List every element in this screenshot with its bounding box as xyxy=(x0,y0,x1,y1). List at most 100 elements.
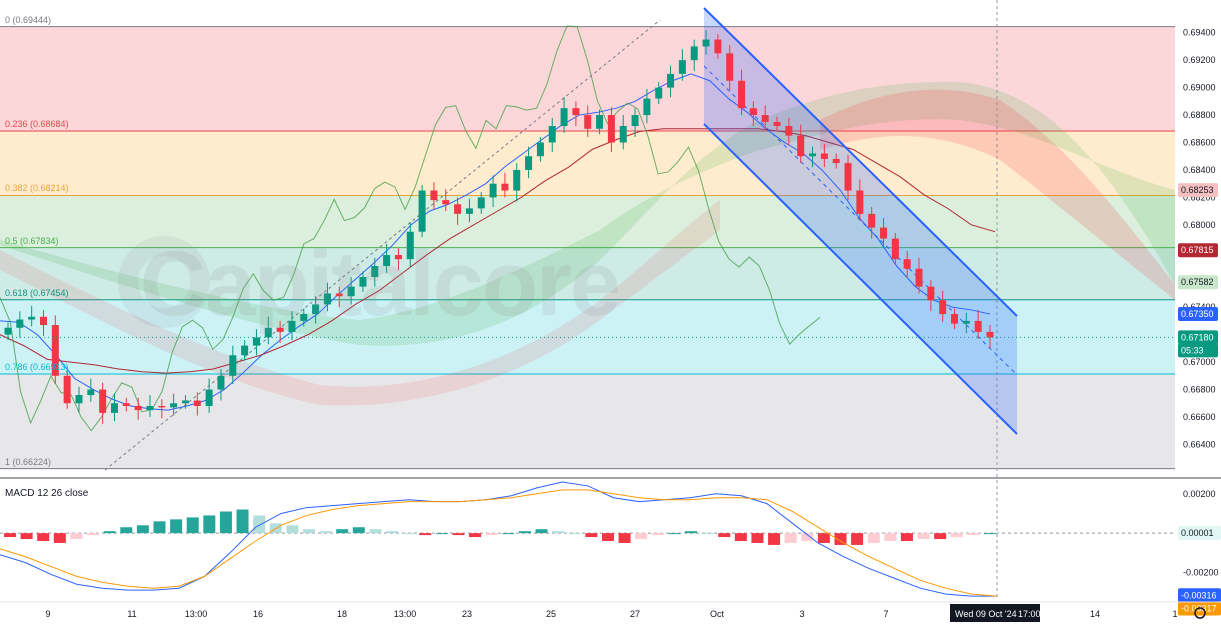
candle-body xyxy=(951,314,959,324)
candle-body xyxy=(868,213,876,228)
price-label: 0.67350 xyxy=(1181,309,1214,319)
fib-band-1 xyxy=(0,130,1175,196)
macd-histogram-bar xyxy=(585,533,598,538)
candle-body xyxy=(264,327,272,338)
macd-value-label: 0.00001 xyxy=(1181,528,1214,538)
macd-histogram-bar xyxy=(352,527,365,534)
macd-histogram-bar xyxy=(851,533,864,545)
macd-line xyxy=(0,481,997,597)
macd-histogram-bar xyxy=(900,533,913,541)
macd-histogram-bar xyxy=(568,533,581,535)
candle-body xyxy=(939,300,947,315)
macd-value-label-bg xyxy=(1178,588,1221,603)
macd-histogram-bar xyxy=(685,531,698,534)
macd-histogram-bar xyxy=(452,533,465,536)
candle-body xyxy=(856,190,864,214)
kijun-line xyxy=(0,128,996,374)
macd-histogram-bar xyxy=(369,529,382,534)
trend-channel-fill xyxy=(704,8,1017,434)
candle-body xyxy=(477,197,485,209)
macd-histogram-bar xyxy=(87,533,100,536)
candle-body xyxy=(619,126,627,143)
candle-body xyxy=(536,142,544,157)
candle-body xyxy=(465,208,473,214)
macd-histogram-bar xyxy=(286,525,299,534)
candle-body xyxy=(785,126,793,136)
macd-histogram-bar xyxy=(618,533,631,543)
macd-histogram-bar xyxy=(53,533,66,543)
candle-body xyxy=(39,316,47,326)
macd-value-label: -0.00316 xyxy=(1181,590,1217,600)
trend-channel-mid xyxy=(703,65,1018,376)
candle-body xyxy=(607,115,615,143)
macd-title: MACD 12 26 close xyxy=(5,488,89,499)
macd-histogram-bar xyxy=(302,529,315,534)
candle-body xyxy=(915,268,923,287)
y-tick-label: 0.68000 xyxy=(1183,220,1216,230)
macd-histogram-bar xyxy=(485,533,498,536)
candle-body xyxy=(241,345,249,356)
macd-histogram-bar xyxy=(635,533,648,540)
macd-histogram-bar xyxy=(535,529,548,534)
y-tick-label: 0.69000 xyxy=(1183,83,1216,93)
macd-histogram-bar xyxy=(386,531,399,534)
candle-body xyxy=(631,115,639,127)
fib-band-5 xyxy=(0,374,1175,469)
candle-body xyxy=(394,255,402,260)
candle-body xyxy=(418,190,426,232)
macd-histogram-bar xyxy=(884,533,897,541)
candle-body xyxy=(430,190,438,201)
candle-body xyxy=(146,406,154,411)
x-tick-label: Oct xyxy=(710,609,725,619)
candle-body xyxy=(158,406,166,408)
fib-label-1: 1 (0.66224) xyxy=(5,456,52,467)
macd-value-label-bg xyxy=(1178,525,1221,540)
candle-body xyxy=(501,183,509,191)
x-tick-label: 13:00 xyxy=(185,609,208,619)
candle-body xyxy=(4,327,12,335)
candle-body xyxy=(572,108,580,116)
price-label-bg xyxy=(1178,183,1218,198)
y-tick-label: 0.68400 xyxy=(1183,165,1216,175)
macd-histogram-bar xyxy=(651,533,664,536)
macd-histogram-bar xyxy=(402,533,415,535)
x-tick-label: 27 xyxy=(630,609,640,619)
price-label: 05:33 xyxy=(1181,345,1204,355)
crosshair-date-bg xyxy=(950,604,1040,622)
chikou-line xyxy=(0,25,821,432)
candle-body xyxy=(181,400,189,404)
macd-histogram-bar xyxy=(751,533,764,543)
price-label: 0.68253 xyxy=(1181,185,1214,195)
ichimoku-cloud-future xyxy=(820,89,1175,300)
candle-body xyxy=(28,316,36,320)
x-tick-label: 14 xyxy=(1090,609,1100,619)
price-label-bg xyxy=(1178,275,1218,290)
candle-body xyxy=(170,403,178,408)
candle-body xyxy=(75,395,83,404)
crosshair-date-label: Wed 09 Oct '24 xyxy=(955,609,1017,619)
macd-histogram-bar xyxy=(552,531,565,534)
watermark: Capitalcore xyxy=(140,233,621,335)
x-tick-label: 18 xyxy=(337,609,347,619)
x-tick-label: 3 xyxy=(799,609,804,619)
macd-histogram-bar xyxy=(701,533,714,535)
macd-y-tick-label: 0.00200 xyxy=(1183,489,1216,499)
crosshair-time-label: 17:00 xyxy=(1018,609,1041,619)
candle-body xyxy=(252,337,260,346)
y-tick-label: 0.69400 xyxy=(1183,28,1216,38)
tenkan-line xyxy=(0,73,991,411)
candle-body xyxy=(288,320,296,332)
candle-body xyxy=(229,355,237,376)
macd-histogram-bar xyxy=(469,533,482,538)
signal-line xyxy=(0,489,998,597)
candle-body xyxy=(584,115,592,129)
y-tick-label: 0.68800 xyxy=(1183,110,1216,120)
settings-icon[interactable] xyxy=(1194,607,1206,619)
candle-body xyxy=(276,327,284,332)
macd-histogram-bar xyxy=(834,533,847,545)
macd-histogram-bar xyxy=(518,531,531,534)
price-label-bg xyxy=(1178,330,1218,345)
macd-histogram-bar xyxy=(153,521,166,534)
macd-histogram-bar xyxy=(103,531,116,534)
